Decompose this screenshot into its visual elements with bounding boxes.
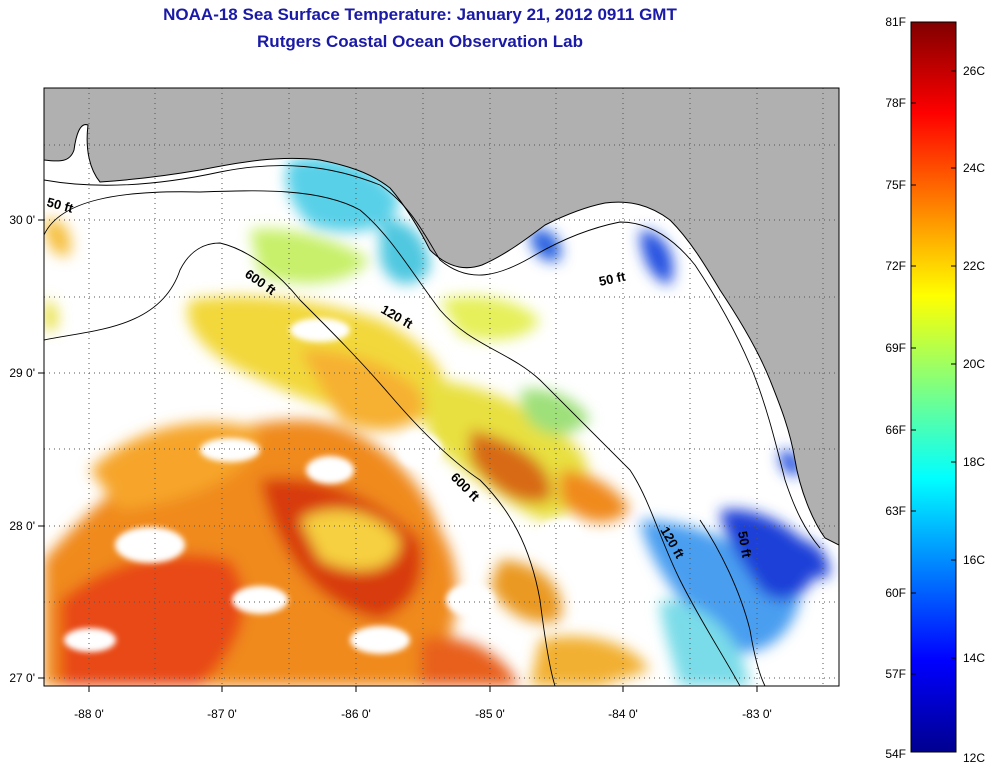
axis-ticks: [38, 219, 758, 692]
longitude-label: -87 0': [207, 707, 237, 721]
colorbar-fahrenheit-label: 72F: [885, 259, 906, 273]
contour-50ft-west: [44, 165, 821, 549]
colorbar-celsius-label: 26C: [963, 64, 985, 78]
colorbar-fahrenheit-label: 60F: [885, 586, 906, 600]
colorbar-ticks: [911, 70, 956, 675]
colorbar-celsius-label: 16C: [963, 553, 985, 567]
map-frame: [43, 87, 840, 687]
bathymetry-contours: [44, 165, 821, 686]
colorbar-celsius-label: 18C: [963, 455, 985, 469]
colorbar-celsius-label: 24C: [963, 161, 985, 175]
contour-600ft: [44, 242, 556, 686]
colorbar-fahrenheit-label: 66F: [885, 423, 906, 437]
colorbar-celsius-label: 12C: [963, 751, 985, 765]
longitude-label: -83 0': [742, 707, 772, 721]
colorbar-fahrenheit-label: 81F: [885, 15, 906, 29]
latitude-label: 29 0': [9, 366, 35, 380]
latitude-label: 30 0': [9, 213, 35, 227]
longitude-label: -84 0': [608, 707, 638, 721]
colorbar: [910, 21, 957, 753]
map-subtitle: Rutgers Coastal Ocean Observation Lab: [257, 32, 583, 51]
colorbar-celsius-label: 22C: [963, 259, 985, 273]
coastline: [44, 124, 839, 546]
colorbar-fahrenheit-label: 78F: [885, 96, 906, 110]
map-title: NOAA-18 Sea Surface Temperature: January…: [163, 5, 677, 24]
contour-label: 50 ft: [598, 269, 628, 289]
colorbar-fahrenheit-label: 63F: [885, 504, 906, 518]
contour-label: 50 ft: [735, 530, 755, 560]
contour-120ft: [44, 190, 741, 686]
longitude-label: -85 0': [475, 707, 505, 721]
latitude-label: 28 0': [9, 519, 35, 533]
colorbar-fahrenheit-label: 69F: [885, 341, 906, 355]
colorbar-celsius-label: 20C: [963, 357, 985, 371]
colorbar-celsius-label: 14C: [963, 651, 985, 665]
longitude-label: -86 0': [341, 707, 371, 721]
contour-120ft-east: [699, 519, 766, 686]
land-area: [44, 88, 839, 545]
colorbar-fahrenheit-label: 75F: [885, 178, 906, 192]
sst-field: [44, 156, 830, 686]
longitude-label: -88 0': [74, 707, 104, 721]
latitude-label: 27 0': [9, 671, 35, 685]
contour-label: 50 ft: [45, 194, 75, 216]
colorbar-fahrenheit-label: 54F: [885, 747, 906, 761]
colorbar-fahrenheit-label: 57F: [885, 667, 906, 681]
